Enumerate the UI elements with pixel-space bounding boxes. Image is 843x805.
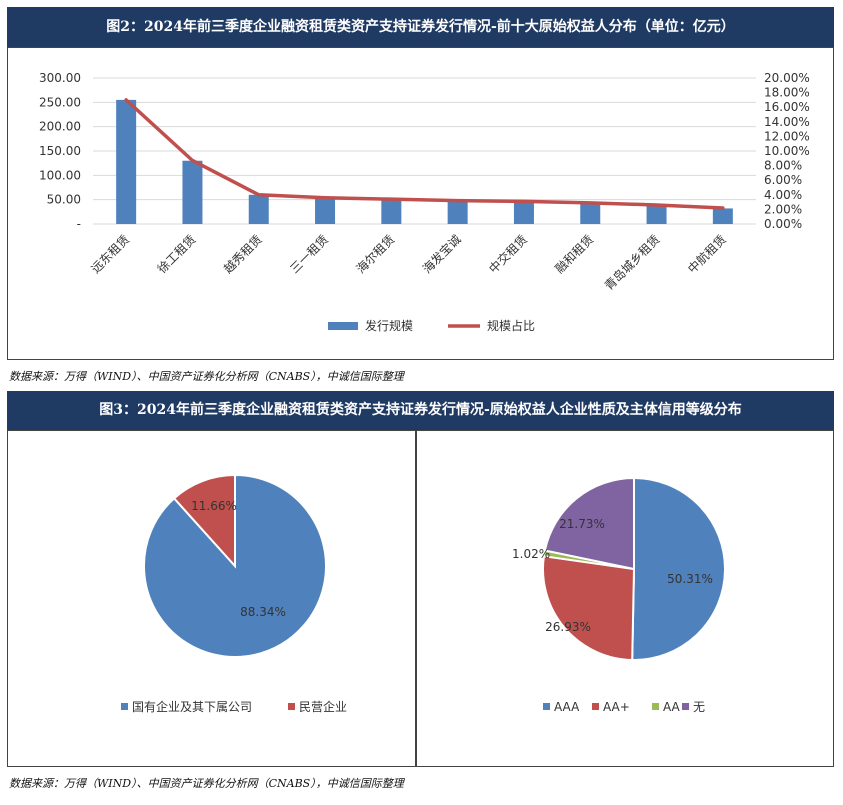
x-tick-label: 远东租赁 [88, 232, 132, 276]
y-right-tick-label: 8.00% [764, 159, 802, 173]
figure-2-title: 图2：2024年前三季度企业融资租赁类资产支持证券发行情况-前十大原始权益人分布… [7, 7, 834, 47]
y-right-tick-label: 10.00% [764, 144, 810, 158]
legend-swatch [121, 703, 128, 710]
legend-swatch [592, 703, 599, 710]
pie-slice [543, 476, 635, 571]
figure-2-source: 数据来源：万得（WIND）、中国资产证券化分析网（CNABS），中诚信国际整理 [9, 370, 404, 383]
pie-data-label: 11.66% [191, 499, 237, 513]
legend-label: AA [663, 700, 681, 714]
legend-swatch [288, 703, 295, 710]
x-tick-label: 中航租赁 [684, 232, 729, 277]
x-tick-label: 青岛城乡租赁 [601, 232, 663, 294]
pie-data-label: 1.02% [512, 547, 550, 561]
figure-3-left-frame [7, 430, 416, 767]
bar [116, 99, 137, 224]
x-tick-label: 徐工租赁 [154, 232, 199, 277]
y-right-tick-label: 0.00% [764, 217, 802, 231]
y-right-tick-label: 16.00% [764, 100, 810, 114]
pie-data-label: 50.31% [667, 572, 713, 586]
y-left-tick-label: 100.00 [39, 168, 81, 182]
legend-label: 无 [693, 700, 705, 714]
legend-label: 发行规模 [365, 318, 413, 333]
y-left-tick-label: 50.00 [47, 193, 81, 207]
y-right-tick-label: 14.00% [764, 115, 810, 129]
x-tick-label: 越秀租赁 [221, 232, 265, 276]
ownership-pie-chart: 88.34% 11.66% 国有企业及其下属公司 民营企业 [121, 473, 347, 714]
x-tick-label: 海尔租赁 [353, 232, 398, 277]
y-right-tick-label: 6.00% [764, 173, 802, 187]
y-left-tick-label: 200.00 [39, 120, 81, 134]
legend-label: 规模占比 [487, 318, 535, 333]
bar [712, 208, 733, 224]
y-left-tick-label: 250.00 [39, 95, 81, 109]
figure-3-title: 图3：2024年前三季度企业融资租赁类资产支持证券发行情况-原始权益人企业性质及… [7, 391, 834, 430]
legend-swatch-bar [328, 322, 358, 330]
pie-data-label: 26.93% [545, 620, 591, 634]
bar [513, 201, 534, 224]
figure-3-right-frame [416, 430, 834, 767]
series-line-share [124, 98, 725, 210]
y-right-tick-label: 20.00% [764, 71, 810, 85]
pie-slice [542, 555, 636, 662]
y-right-tick-label: 2.00% [764, 202, 802, 216]
pie-slice [172, 473, 236, 569]
y-right-tick-label: 4.00% [764, 188, 802, 202]
pie-data-label: 88.34% [240, 605, 286, 619]
figure-3-source: 数据来源：万得（WIND）、中国资产证券化分析网（CNABS），中诚信国际整理 [9, 777, 404, 790]
legend-swatch [652, 703, 659, 710]
legend-swatch [543, 703, 550, 710]
bar [646, 204, 667, 224]
x-tick-label: 融和租赁 [553, 232, 597, 276]
bar [315, 197, 336, 224]
x-tick-label: 三一租赁 [287, 232, 331, 276]
y-right-tick-label: 12.00% [764, 129, 810, 143]
pie-data-label: 21.73% [559, 517, 605, 531]
y-left-tick-label: - [77, 217, 81, 231]
pie-slice [631, 476, 726, 661]
legend-label: 民营企业 [299, 699, 347, 714]
bar [182, 160, 203, 224]
y-right-tick-label: 18.00% [764, 86, 810, 100]
bar [447, 200, 468, 224]
bar [381, 199, 402, 224]
bar [580, 202, 601, 224]
x-tick-label: 中交租赁 [486, 232, 531, 277]
legend-label: AAA [554, 700, 580, 714]
legend-label: 国有企业及其下属公司 [132, 699, 252, 714]
bar-line-chart: - 50.00 100.00 150.00 200.00 250.00 300.00 0.00… [39, 71, 810, 333]
y-left-tick-label: 150.00 [39, 144, 81, 158]
legend-label: AA+ [603, 700, 630, 714]
y-left-tick-label: 300.00 [39, 71, 81, 85]
figure-2-frame [7, 47, 834, 360]
credit-rating-pie-chart: 50.31% 26.93% 1.02% 21.73% AAA AA+ AA 无 [512, 476, 726, 714]
legend-swatch [682, 703, 689, 710]
bar [248, 194, 269, 224]
x-tick-label: 海发宝诚 [419, 232, 464, 277]
legend: 发行规模 规模占比 [328, 318, 535, 333]
legend: AAA AA+ AA 无 [543, 700, 705, 714]
legend: 国有企业及其下属公司 民营企业 [121, 699, 347, 714]
